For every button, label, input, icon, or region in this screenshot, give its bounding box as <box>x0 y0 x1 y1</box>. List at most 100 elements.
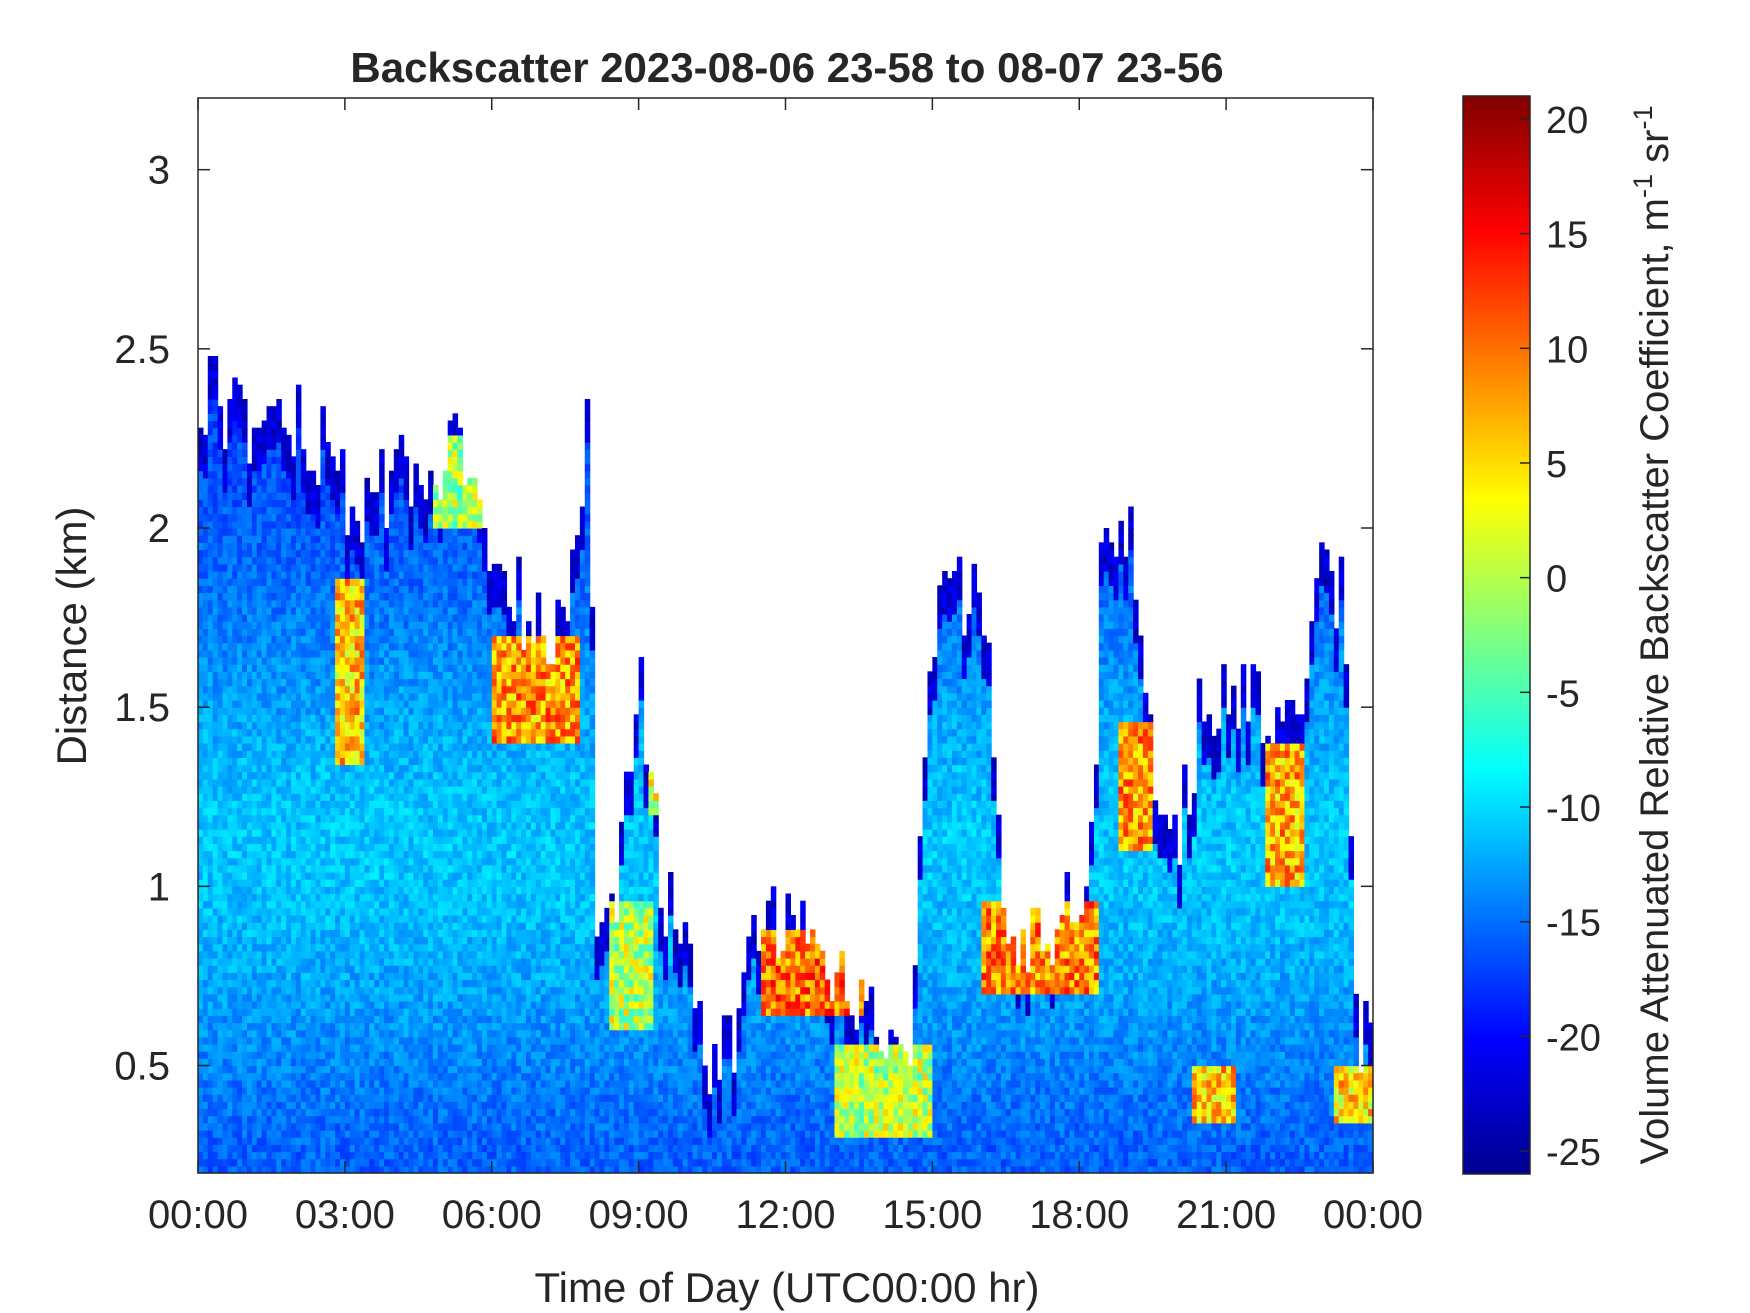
heatmap-cell <box>310 556 317 565</box>
heatmap-cell <box>413 664 419 672</box>
heatmap-cell <box>418 671 424 680</box>
heatmap-cell <box>418 578 424 586</box>
heatmap-cell <box>217 893 224 902</box>
heatmap-cell <box>207 685 214 694</box>
heatmap-cell <box>305 692 312 701</box>
heatmap-cell <box>286 714 292 723</box>
heatmap-cell <box>256 915 263 923</box>
heatmap-cell <box>300 721 307 730</box>
heatmap-cell <box>256 850 263 859</box>
heatmap-cell <box>393 657 400 665</box>
heatmap-cell <box>251 592 258 601</box>
heatmap-cell <box>261 614 268 622</box>
heatmap-cell <box>251 1008 258 1016</box>
heatmap-cell <box>202 986 209 995</box>
heatmap-cell <box>335 771 341 780</box>
heatmap-cell <box>266 972 273 981</box>
heatmap-cell <box>251 1015 258 1024</box>
heatmap-cell <box>212 477 219 486</box>
heatmap-cell <box>251 485 258 493</box>
heatmap-cell <box>207 829 214 837</box>
heatmap-cell <box>295 1001 302 1009</box>
heatmap-cell <box>242 492 248 500</box>
heatmap-cell <box>408 1101 415 1110</box>
heatmap-cell <box>398 993 405 1002</box>
heatmap-cell <box>437 857 444 866</box>
heatmap-cell <box>384 649 390 658</box>
heatmap-cell <box>305 1158 312 1167</box>
heatmap-cell <box>246 793 253 801</box>
heatmap-cell <box>335 599 341 608</box>
heatmap-cell <box>433 520 439 529</box>
heatmap-cell <box>276 793 282 801</box>
heatmap-cell <box>320 456 326 465</box>
heatmap-cell <box>359 786 366 794</box>
heatmap-cell <box>207 721 214 730</box>
heatmap-cell <box>384 1015 390 1024</box>
heatmap-cell <box>212 1115 219 1124</box>
heatmap-cell <box>246 743 253 751</box>
heatmap-cell <box>222 1151 228 1160</box>
heatmap-cell <box>251 692 258 701</box>
heatmap-cell <box>237 456 243 465</box>
heatmap-cell <box>384 786 390 794</box>
heatmap-cell <box>413 649 419 658</box>
heatmap-cell <box>388 843 395 852</box>
heatmap-cell <box>320 592 326 601</box>
heatmap-cell <box>261 1079 268 1088</box>
heatmap-cell <box>403 499 410 508</box>
heatmap-cell <box>393 786 400 794</box>
heatmap-cell <box>202 814 209 823</box>
heatmap-cell <box>408 678 415 687</box>
heatmap-cell <box>232 829 238 837</box>
heatmap-cell <box>286 900 292 909</box>
heatmap-cell <box>291 800 297 809</box>
heatmap-cell <box>379 907 385 916</box>
heatmap-cell <box>364 821 370 830</box>
heatmap-cell <box>276 1008 282 1016</box>
heatmap-cell <box>413 1036 419 1045</box>
heatmap-cell <box>271 1036 277 1045</box>
heatmap-cell <box>354 563 361 572</box>
heatmap-cell <box>315 958 321 966</box>
heatmap-cell <box>437 1122 444 1131</box>
heatmap-cell <box>354 1165 361 1174</box>
heatmap-cell <box>232 907 238 916</box>
heatmap-cell <box>295 406 302 414</box>
heatmap-cell <box>374 1022 380 1031</box>
heatmap-cell <box>403 556 410 565</box>
heatmap-cell <box>242 506 248 515</box>
heatmap-cell <box>227 621 233 629</box>
heatmap-cell <box>246 685 253 694</box>
heatmap-cell <box>320 614 326 622</box>
heatmap-cell <box>251 649 258 658</box>
heatmap-cell <box>359 1108 366 1117</box>
heatmap-cell <box>286 635 292 644</box>
heatmap-cell <box>393 642 400 651</box>
heatmap-cell <box>291 649 297 658</box>
heatmap-cell <box>232 1022 238 1031</box>
heatmap-cell <box>359 1087 366 1095</box>
heatmap-cell <box>320 406 326 414</box>
heatmap-cell <box>428 1029 434 1038</box>
heatmap-cell <box>354 1158 361 1167</box>
heatmap-cell <box>335 814 341 823</box>
heatmap-cell <box>295 907 302 916</box>
heatmap-cell <box>222 764 228 773</box>
heatmap-cell <box>310 1079 317 1088</box>
heatmap-cell <box>276 771 282 780</box>
heatmap-cell <box>198 793 204 801</box>
heatmap-cell <box>330 743 336 751</box>
heatmap-cell <box>384 707 390 715</box>
heatmap-cell <box>232 678 238 687</box>
heatmap-cell <box>315 1115 321 1124</box>
heatmap-cell <box>281 1044 287 1052</box>
heatmap-cell <box>428 1122 434 1131</box>
heatmap-cell <box>212 628 219 637</box>
heatmap-cell <box>393 628 400 637</box>
heatmap-cell <box>242 470 248 479</box>
heatmap-cell <box>246 886 253 895</box>
heatmap-cell <box>379 1036 385 1045</box>
heatmap-cell <box>413 1151 419 1160</box>
heatmap-cell <box>339 922 346 930</box>
